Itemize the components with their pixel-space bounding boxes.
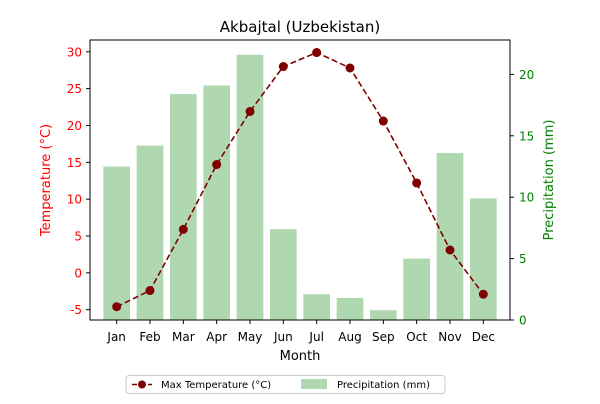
- temperature-point-aug: [345, 63, 355, 73]
- plot-frame: [89, 39, 511, 321]
- x-tick-label-mar: Mar: [172, 330, 195, 344]
- y-left-tick-label: 25: [67, 82, 82, 96]
- precip-bar-nov: [436, 152, 464, 320]
- y-left-tick-label: 20: [67, 119, 82, 133]
- legend: Max Temperature (°C) Precipitation (mm): [125, 375, 446, 394]
- y-right-tick-label: 20: [519, 68, 534, 82]
- precip-bar-jul: [303, 294, 330, 320]
- x-tick-label-nov: Nov: [438, 330, 461, 344]
- y-left-tick-label: 15: [67, 156, 82, 170]
- precip-bar-mar: [170, 94, 197, 320]
- temperature-point-may: [245, 106, 255, 116]
- precip-bar-jun: [270, 229, 297, 320]
- temperature-point-oct: [412, 178, 422, 188]
- y-axis-right-label: Precipitation (mm): [542, 120, 557, 241]
- temperature-line: [116, 51, 484, 308]
- temperature-point-nov: [445, 245, 455, 255]
- temperature-point-sep: [378, 116, 388, 126]
- x-tick-label-oct: Oct: [406, 330, 427, 344]
- x-tick-label-apr: Apr: [206, 330, 227, 344]
- y-right-tick-label: 0: [519, 314, 527, 328]
- y-left-tick-label: 0: [74, 266, 82, 280]
- x-tick-label-jan: Jan: [106, 330, 126, 344]
- legend-label-temperature: Max Temperature (°C): [161, 380, 271, 391]
- axes-layer: -5 0 5 10 15 20 25 30 0 5 10 15 20 Jan Feb Mar Apr May Jun…: [67, 39, 534, 344]
- legend-line-marker: [138, 380, 146, 389]
- x-tick-label-sep: Sep: [372, 330, 395, 344]
- precip-bar-jan: [103, 166, 130, 320]
- y-left-tick-label: 30: [67, 45, 82, 59]
- y-left-tick-label: 5: [74, 230, 82, 244]
- y-right-tick-label: 15: [519, 129, 534, 143]
- x-tick-label-dec: Dec: [472, 330, 495, 344]
- y-right-tick-label: 5: [519, 252, 527, 266]
- temperature-point-dec: [478, 289, 488, 299]
- temperature-point-apr: [212, 160, 222, 170]
- precip-bar-aug: [336, 297, 364, 320]
- x-axis-label: Month: [280, 349, 321, 364]
- x-tick-label-jun: Jun: [273, 330, 293, 344]
- temperature-point-feb: [145, 286, 155, 296]
- y-left-tick-label: 10: [67, 193, 82, 207]
- legend-frame: [125, 375, 446, 394]
- temperature-point-jul: [312, 48, 322, 58]
- x-tick-label-aug: Aug: [338, 330, 361, 344]
- precip-bar-may: [236, 54, 264, 321]
- precip-bar-dec: [470, 198, 497, 320]
- line-layer: [112, 48, 488, 312]
- precip-bar-apr: [203, 85, 230, 320]
- legend-label-precipitation: Precipitation (mm): [337, 380, 430, 391]
- y-axis-left-label: Temperature (°C): [39, 124, 54, 237]
- x-tick-label-jul: Jul: [308, 330, 323, 344]
- temperature-point-mar: [178, 224, 188, 234]
- temperature-point-jun: [278, 62, 288, 72]
- x-tick-label-may: May: [238, 330, 263, 344]
- y-left-tick-label: -5: [70, 303, 82, 317]
- y-right-tick-label: 10: [519, 191, 534, 205]
- precip-bar-sep: [370, 310, 397, 320]
- bars-layer: [103, 54, 497, 321]
- legend-bar-swatch: [301, 379, 327, 389]
- temperature-point-jan: [112, 302, 122, 312]
- x-tick-label-feb: Feb: [139, 330, 160, 344]
- chart-title: Akbajtal (Uzbekistan): [220, 18, 380, 36]
- precip-bar-oct: [403, 258, 430, 320]
